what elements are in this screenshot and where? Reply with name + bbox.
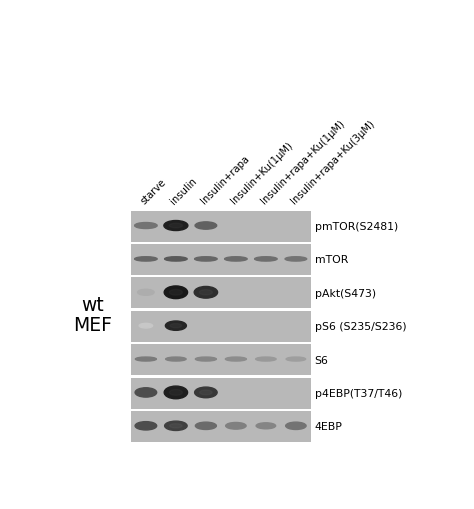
Ellipse shape xyxy=(286,357,306,361)
Ellipse shape xyxy=(165,321,186,331)
Bar xyxy=(131,278,311,309)
Ellipse shape xyxy=(164,421,187,431)
Ellipse shape xyxy=(255,257,277,262)
Text: mTOR: mTOR xyxy=(315,255,348,265)
Text: Insulin+rapa+Ku(3μM): Insulin+rapa+Ku(3μM) xyxy=(289,119,376,206)
Text: Insulin+rapa+Ku(1μM): Insulin+rapa+Ku(1μM) xyxy=(259,119,346,206)
Ellipse shape xyxy=(200,390,212,395)
Ellipse shape xyxy=(164,386,188,399)
Bar xyxy=(131,211,311,242)
Text: pmTOR(S2481): pmTOR(S2481) xyxy=(315,222,398,232)
Text: starve: starve xyxy=(139,177,168,206)
Ellipse shape xyxy=(164,287,188,299)
Bar xyxy=(131,244,311,275)
Ellipse shape xyxy=(195,222,217,230)
Ellipse shape xyxy=(195,357,217,361)
Text: Insulin+Ku(1μM): Insulin+Ku(1μM) xyxy=(229,140,294,206)
Ellipse shape xyxy=(135,422,157,430)
Text: pS6 (S235/S236): pS6 (S235/S236) xyxy=(315,322,406,331)
Ellipse shape xyxy=(255,357,276,361)
Ellipse shape xyxy=(200,290,212,295)
Ellipse shape xyxy=(170,424,182,428)
Bar xyxy=(131,345,311,376)
Bar xyxy=(131,378,311,409)
Bar xyxy=(131,311,311,342)
Ellipse shape xyxy=(136,357,156,361)
Bar xyxy=(131,411,311,442)
Ellipse shape xyxy=(135,223,157,229)
Ellipse shape xyxy=(164,257,187,262)
Ellipse shape xyxy=(135,388,157,398)
Text: p4EBP(T37/T46): p4EBP(T37/T46) xyxy=(315,388,402,398)
Ellipse shape xyxy=(169,224,182,229)
Text: wt
MEF: wt MEF xyxy=(73,295,112,334)
Ellipse shape xyxy=(170,324,182,328)
Text: S6: S6 xyxy=(315,355,328,365)
Ellipse shape xyxy=(169,390,182,395)
Text: 4EBP: 4EBP xyxy=(315,421,342,432)
Text: pAkt(S473): pAkt(S473) xyxy=(315,288,376,298)
Ellipse shape xyxy=(256,423,276,429)
Ellipse shape xyxy=(195,422,217,430)
Ellipse shape xyxy=(285,257,307,262)
Text: insulin: insulin xyxy=(169,176,199,206)
Ellipse shape xyxy=(135,257,157,262)
Ellipse shape xyxy=(225,257,247,262)
Ellipse shape xyxy=(225,357,246,361)
Ellipse shape xyxy=(194,287,218,299)
Ellipse shape xyxy=(195,257,217,262)
Ellipse shape xyxy=(226,422,246,429)
Ellipse shape xyxy=(166,357,186,361)
Ellipse shape xyxy=(169,290,182,296)
Ellipse shape xyxy=(195,387,217,398)
Text: Insulin+rapa: Insulin+rapa xyxy=(199,154,251,206)
Ellipse shape xyxy=(286,422,306,430)
Ellipse shape xyxy=(164,221,188,231)
Ellipse shape xyxy=(139,324,153,328)
Ellipse shape xyxy=(137,290,154,296)
